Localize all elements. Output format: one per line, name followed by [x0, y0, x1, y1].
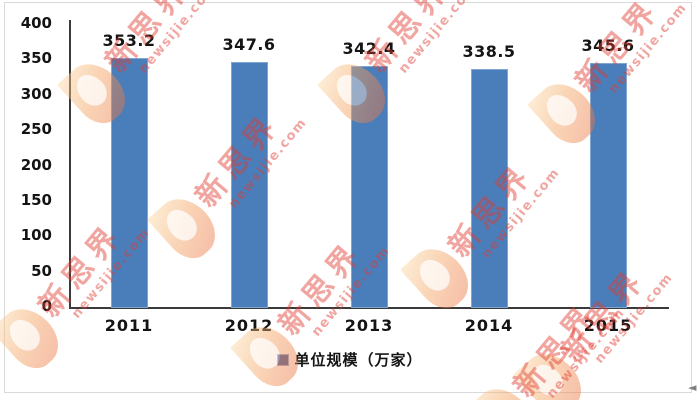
bar-2015 — [590, 63, 627, 308]
data-label-2013: 342.4 — [342, 39, 396, 58]
data-label-2012: 347.6 — [222, 35, 276, 54]
bar-2012 — [231, 62, 268, 308]
cursor-arrow-icon: ◄ — [688, 381, 697, 394]
x-axis-line — [69, 307, 669, 309]
legend: 单位规模（万家） — [0, 349, 700, 370]
legend-label: 单位规模（万家） — [294, 351, 423, 369]
y-axis-tick-label: 100 — [20, 226, 52, 244]
x-axis-label-2014: 2014 — [464, 316, 514, 335]
y-axis-tick-label: 200 — [20, 156, 52, 174]
y-axis-line — [69, 20, 71, 309]
legend-marker-icon — [277, 353, 290, 366]
bar-2013 — [351, 66, 388, 308]
x-axis-label-2015: 2015 — [583, 316, 633, 335]
x-axis-label-2012: 2012 — [224, 316, 274, 335]
y-axis-tick-label: 350 — [20, 49, 52, 67]
y-axis-tick-label: 150 — [20, 191, 52, 209]
bar-2011 — [111, 58, 148, 308]
data-label-2014: 338.5 — [462, 42, 516, 61]
data-label-2015: 345.6 — [581, 36, 635, 55]
y-axis-tick-label: 0 — [41, 297, 52, 315]
bar-2014 — [471, 69, 508, 308]
y-axis-tick-label: 300 — [20, 85, 52, 103]
data-label-2011: 353.2 — [102, 31, 156, 50]
y-axis-tick-label: 400 — [20, 14, 52, 32]
x-axis-label-2011: 2011 — [104, 316, 154, 335]
x-axis-label-2013: 2013 — [344, 316, 394, 335]
y-axis-tick-label: 250 — [20, 120, 52, 138]
y-axis-tick-label: 50 — [31, 262, 52, 280]
